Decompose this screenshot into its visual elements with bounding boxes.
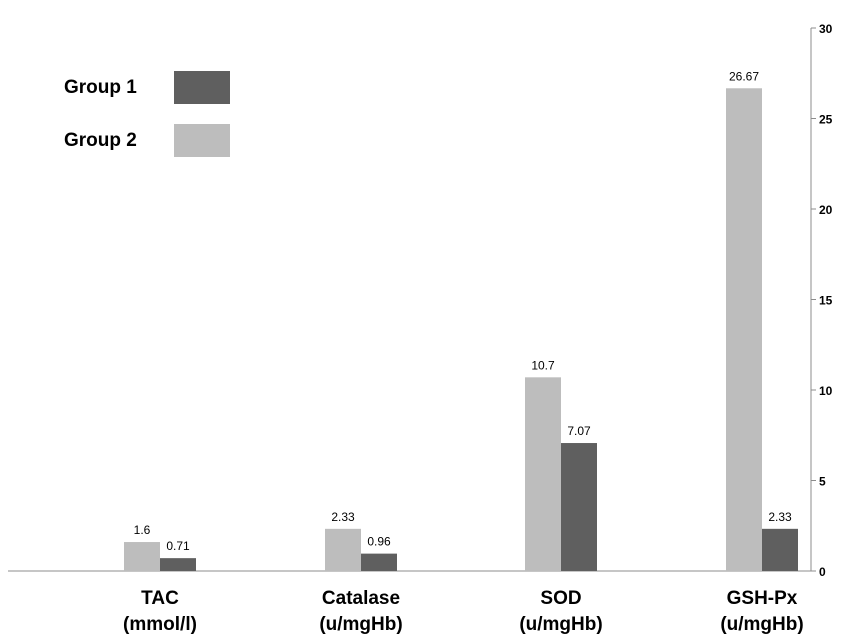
data-label: 10.7	[531, 358, 555, 372]
y-tick-label: 15	[819, 294, 833, 308]
y-tick-label: 0	[819, 565, 826, 579]
data-label: 1.6	[134, 523, 151, 537]
data-label: 7.07	[567, 424, 591, 438]
y-tick-label: 10	[819, 384, 833, 398]
x-tick-unit-label: (u/mgHb)	[519, 614, 602, 635]
x-tick-unit-label: (mmol/l)	[123, 614, 197, 635]
legend-label-group-1: Group 1	[64, 76, 137, 98]
bar-group-2	[124, 542, 160, 571]
bar-group-2	[726, 88, 762, 571]
legend-swatch-group-2	[174, 124, 230, 157]
bar-group-1	[160, 558, 196, 571]
data-label: 26.67	[729, 69, 759, 83]
bar-group-2	[325, 528, 361, 571]
legend-label-group-2: Group 2	[64, 129, 137, 151]
x-tick-label: SOD	[540, 588, 581, 609]
legend-item-group-1: Group 1	[64, 71, 230, 104]
y-tick-label: 25	[819, 113, 833, 127]
y-tick-label: 5	[819, 475, 826, 489]
x-tick-unit-label: (u/mgHb)	[319, 614, 402, 635]
legend-item-group-2: Group 2	[64, 124, 230, 157]
data-label: 2.33	[768, 510, 792, 524]
bar-group-1	[361, 553, 397, 571]
bar-group-1	[762, 528, 798, 571]
x-tick-label: Catalase	[322, 588, 400, 609]
bar-group-2	[525, 377, 561, 571]
x-tick-label: GSH-Px	[727, 588, 798, 609]
data-label: 0.71	[166, 539, 190, 553]
legend-swatch-group-1	[174, 71, 230, 104]
y-tick-label: 30	[819, 22, 833, 36]
x-tick-unit-label: (u/mgHb)	[720, 614, 803, 635]
y-tick-label: 20	[819, 203, 833, 217]
x-tick-label: TAC	[141, 588, 179, 609]
data-label: 0.96	[367, 535, 391, 549]
data-label: 2.33	[331, 510, 355, 524]
bar-group-1	[561, 443, 597, 571]
